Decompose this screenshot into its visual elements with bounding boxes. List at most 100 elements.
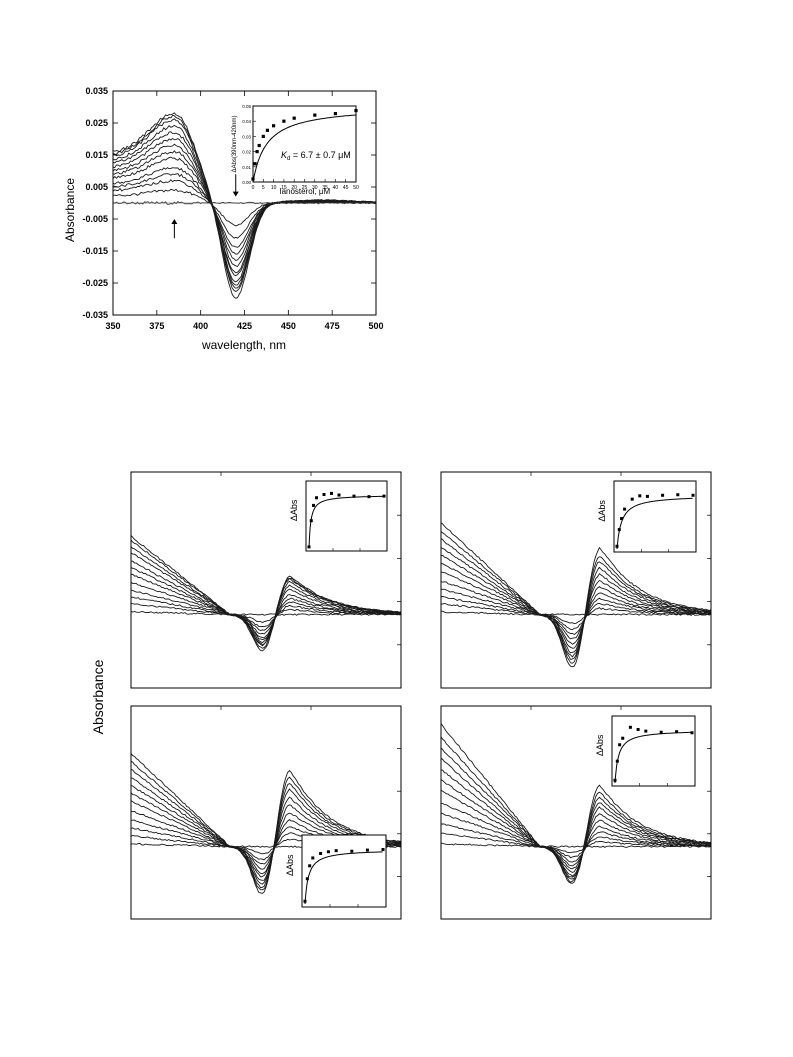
- panel-b-inset-data-point: [308, 864, 312, 868]
- panel-a-inset-y-label: ΔAbs(390nm-420nm): [232, 115, 238, 172]
- panel-a-spectrum-trace: [112, 114, 377, 293]
- panel-b-inset-data-point: [352, 494, 356, 498]
- panel-a-spectrum-trace: [112, 112, 377, 299]
- panel-b-plot-frame: [130, 471, 402, 689]
- inset-y-tick-label: 0.02: [242, 150, 251, 155]
- panel-b-bottom-right: ΔAbs: [440, 705, 712, 920]
- panel-b-inset-fit-curve: [614, 731, 692, 784]
- kd-subscript: d: [287, 156, 290, 162]
- panel-a-y-tick-label: 0.035: [85, 86, 108, 96]
- panel-b-bottom-left: ΔAbs: [130, 705, 402, 920]
- panel-b-inset-y-label: ΔAbs: [595, 734, 605, 756]
- panel-a-inset-x-label: lanosterol, μM: [280, 187, 331, 196]
- panel-a-x-tick-label: 375: [149, 321, 164, 331]
- inset-data-point: [265, 128, 270, 132]
- panel-b-spectrum-trace: [440, 554, 712, 654]
- panel-a-x-tick-label: 400: [193, 321, 208, 331]
- panel-b-inset-data-point: [623, 507, 627, 511]
- panel-a-spectrum-trace: [112, 188, 377, 227]
- kd-value: = 6.7 ± 0.7 μM: [290, 150, 350, 160]
- panel-b-inset-data-point: [645, 494, 649, 498]
- inset-y-tick-label: 0.04: [242, 119, 251, 124]
- panel-b-inset-data-point: [334, 849, 338, 853]
- panel-a-x-tick-label: 475: [325, 321, 340, 331]
- panel-b-spectrum-trace: [440, 769, 712, 877]
- panel-b-inset-data-point: [381, 848, 385, 852]
- inset-x-tick-label: 0: [252, 185, 255, 191]
- panel-a-y-tick-label: -0.025: [82, 278, 108, 288]
- panel-a-traces: [112, 112, 377, 299]
- panel-b-inset-data-point: [326, 850, 330, 854]
- inset-data-point: [272, 124, 276, 128]
- panel-a-y-axis-label: Absorbance: [63, 178, 77, 242]
- panel-b-spectrum-trace: [440, 723, 712, 884]
- inset-fit-curve: [252, 114, 357, 183]
- panel-b-spectrum-trace: [441, 842, 712, 848]
- panel-b-inset-data-point: [365, 848, 369, 852]
- inset-data-point: [292, 116, 296, 120]
- panel-b-spectrum-trace: [130, 546, 402, 647]
- panel-b-inset-data-point: [618, 743, 622, 747]
- panel-a-arrow-down-head: [232, 191, 239, 197]
- panel-a-inset-kd-annotation: Kd = 6.7 ± 0.7 μM: [281, 150, 351, 162]
- panel-b-plot-frame: [440, 471, 712, 689]
- inset-x-tick-label: 30: [312, 185, 318, 191]
- panel-b-plot-frame: [130, 705, 402, 920]
- panel-b-spectrum-trace: [130, 753, 402, 894]
- inset-data-point: [251, 177, 255, 181]
- inset-y-tick-label: 0.00: [242, 180, 251, 185]
- panel-b-inset-data-point: [337, 493, 341, 497]
- panel-a-inset-ticks: 0 5 10 15 20 25 30 35 40 45 50 0.00 0.01 0.02 0.03 0.04…: [242, 104, 359, 191]
- panel-b-inset-data-point: [615, 544, 619, 548]
- panel-b-inset-data-point: [676, 493, 680, 497]
- panel-b-inset-data-point: [675, 730, 679, 734]
- panel-a-y-tick-label: -0.005: [82, 214, 108, 224]
- panel-b-inset-data-point: [691, 493, 695, 497]
- panel-b-inset-fit-curve: [616, 497, 693, 550]
- inset-x-tick-label: 35: [322, 185, 328, 191]
- inset-x-tick-label: 10: [271, 185, 277, 191]
- panel-b-inset-data-point: [312, 503, 315, 507]
- panel-b-spectrum-trace: [130, 560, 402, 644]
- inset-data-point: [257, 143, 261, 148]
- panel-b-inset-y-label: ΔAbs: [289, 499, 299, 521]
- panel-b-inset-data-point: [382, 494, 386, 498]
- panel-b-inset-frame: [301, 834, 387, 908]
- panel-b-inset-frame: [305, 480, 388, 552]
- panel-b-spectrum-trace: [440, 571, 712, 645]
- panel-b-inset-data-point: [350, 849, 354, 853]
- inset-data-point: [253, 162, 257, 166]
- panel-b-spectrum-trace: [440, 789, 712, 870]
- panel-a: 0.0350.0250.0150.005-0.005-0.015-0.025-0…: [63, 86, 384, 352]
- panel-b-spectrum-trace: [441, 610, 712, 616]
- panel-b-spectrum-trace: [130, 589, 402, 631]
- panel-a-y-tick-label: 0.015: [85, 150, 108, 160]
- panel-b-inset-data-point: [330, 491, 333, 495]
- panel-b-inset-data-point: [319, 851, 323, 855]
- panel-a-x-tick-label: 350: [105, 321, 120, 331]
- panel-a-x-tick-label: 450: [281, 321, 296, 331]
- panel-b-spectrum-trace: [130, 535, 402, 652]
- panel-b-plot-frame: [440, 705, 712, 920]
- inset-data-point: [333, 112, 337, 116]
- panel-b-spectrum-trace: [440, 563, 712, 649]
- panel-b-inset-data-point: [617, 528, 621, 532]
- inset-x-tick-label: 20: [291, 185, 297, 191]
- panel-b-inset-fit-curve: [304, 851, 383, 905]
- panel-b-inset-data-point: [613, 778, 617, 782]
- panel-a-spectrum-trace: [112, 143, 377, 274]
- panel-b-inset-data-point: [659, 730, 663, 734]
- panel-a-y-ticks: 0.0350.0250.0150.005-0.005-0.015-0.025-0…: [82, 86, 376, 320]
- inset-x-tick-label: 25: [302, 185, 308, 191]
- panel-b-inset-y-label: ΔAbs: [597, 500, 607, 522]
- panel-a-spectrum-trace: [112, 156, 377, 262]
- panel-b-inset-data-point: [311, 856, 315, 860]
- panel-b-spectrum-trace: [130, 573, 402, 639]
- inset-y-tick-label: 0.03: [242, 134, 251, 139]
- panel-b-y-axis-label: Absorbance: [90, 659, 106, 734]
- panel-b-inset-data-point: [309, 519, 313, 523]
- panel-b-spectrum-trace: [440, 538, 712, 661]
- panel-b-inset-data-point: [621, 736, 625, 740]
- panel-a-y-tick-label: 0.025: [85, 118, 108, 128]
- inset-x-tick-label: 5: [262, 185, 265, 191]
